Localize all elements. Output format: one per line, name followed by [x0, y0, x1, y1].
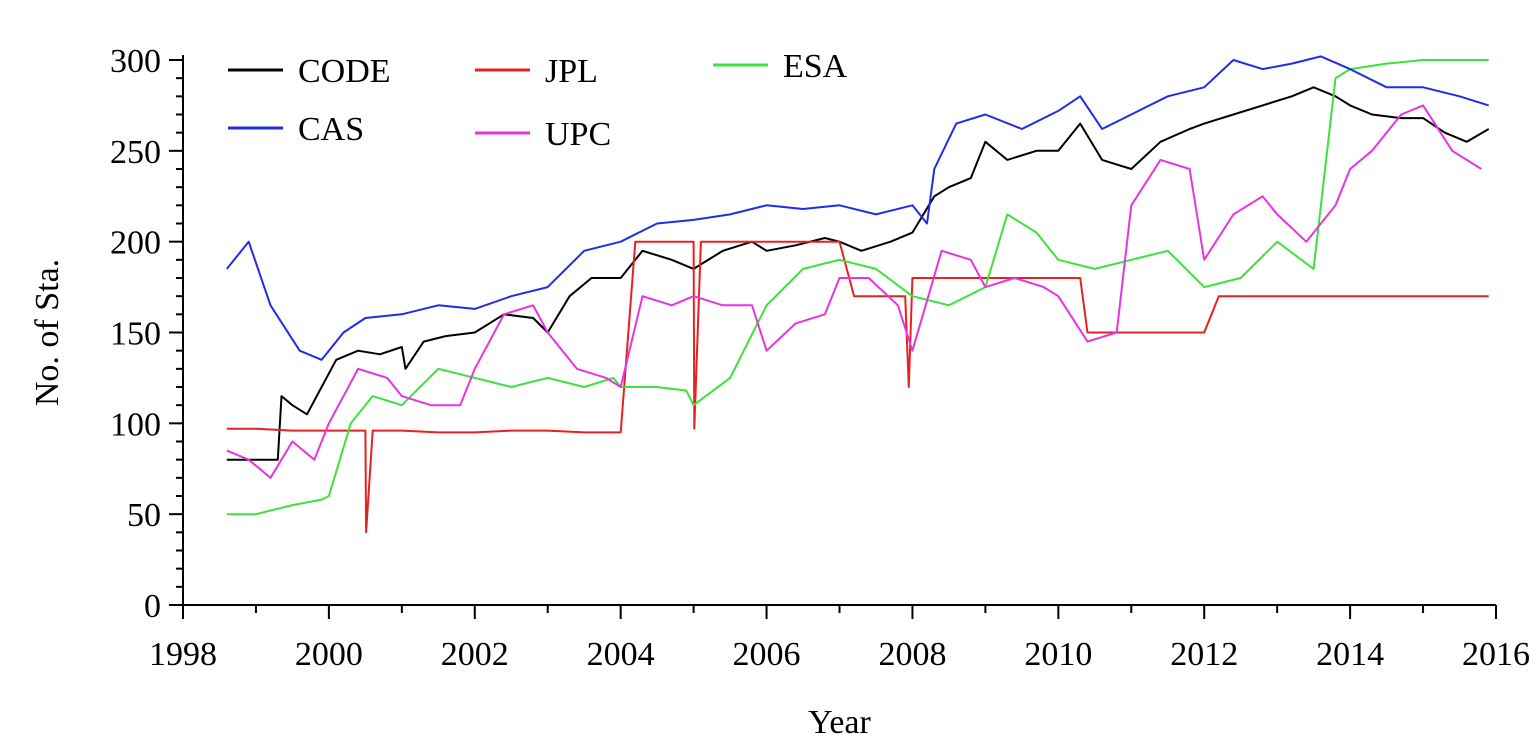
x-axis-title: Year: [808, 704, 871, 737]
x-tick-label: 2000: [295, 636, 363, 673]
x-tick-label: 2012: [1170, 636, 1238, 673]
y-tick-label: 100: [110, 406, 161, 443]
series-line-jpl: [226, 240, 1489, 534]
y-tick-label: 200: [110, 225, 161, 262]
x-tick-label: 2004: [587, 636, 655, 673]
y-tick-label: 250: [110, 134, 161, 171]
x-tick-label: 2006: [733, 636, 801, 673]
x-tick-label: 2002: [441, 636, 509, 673]
legend-item-upc: UPC: [475, 116, 611, 153]
legend-item-code: CODE: [228, 53, 391, 90]
y-tick-label: 150: [110, 316, 161, 353]
x-tick-label: 2016: [1462, 636, 1530, 673]
series-line-upc: [226, 104, 1482, 479]
y-tick-label: 50: [127, 497, 161, 534]
legend-label: CODE: [298, 53, 391, 90]
legend-item-jpl: JPL: [475, 53, 598, 90]
x-tick-label: 2010: [1024, 636, 1092, 673]
legend-label: JPL: [545, 53, 598, 90]
series-line-esa: [226, 59, 1489, 516]
axes: 1998 2000 2002 2004 2006 2008 2010 2012 2014 2016…: [110, 43, 1530, 673]
legend-label: ESA: [783, 48, 848, 85]
legend-label: CAS: [298, 111, 364, 148]
x-tick-label: 1998: [149, 636, 217, 673]
series-line-cas: [226, 55, 1489, 361]
x-tick-label: 2014: [1316, 636, 1384, 673]
legend: CODE JPL ESA CAS UPC: [228, 48, 848, 153]
series-line-code: [226, 86, 1490, 461]
y-tick-label: 300: [110, 43, 161, 80]
y-tick-label: 0: [144, 588, 161, 625]
legend-item-esa: ESA: [713, 48, 848, 85]
y-axis-title: No. of Sta.: [29, 259, 66, 406]
legend-label: UPC: [545, 116, 611, 153]
legend-item-cas: CAS: [228, 111, 364, 148]
series-layer: [226, 55, 1490, 534]
x-tick-label: 2008: [878, 636, 946, 673]
